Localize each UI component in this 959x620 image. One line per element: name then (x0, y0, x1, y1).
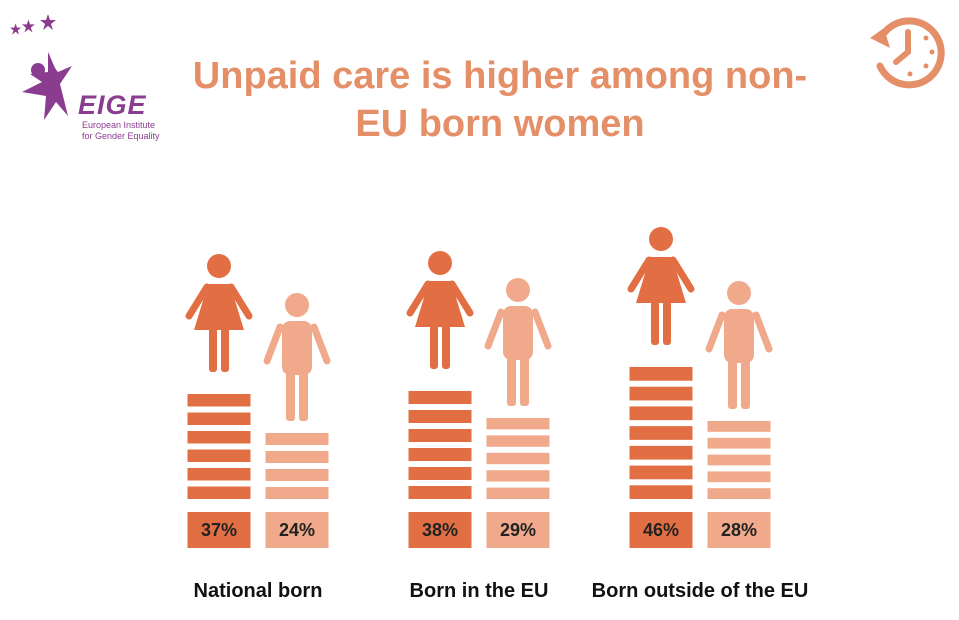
value-label: 46% (643, 520, 679, 540)
bar-stripe (408, 391, 472, 404)
man-icon (705, 281, 773, 409)
bar-stripe (187, 468, 251, 481)
bar-stripe (486, 487, 550, 499)
bar-stripe (486, 452, 550, 465)
woman-icon (627, 227, 695, 345)
bar (408, 391, 472, 499)
bar-stripe (408, 429, 472, 442)
value-label-box (629, 512, 693, 548)
value-label-box (408, 512, 472, 548)
bar-stripe (408, 467, 472, 480)
category-group: 38% 29% Born in the EU (406, 251, 552, 602)
value-label: 37% (201, 520, 237, 540)
bar-stripe (629, 426, 693, 440)
man-icon (484, 278, 552, 406)
value-label: 28% (721, 520, 757, 540)
star-icon (10, 23, 22, 35)
value-label: 29% (500, 520, 536, 540)
bar-stripe (707, 488, 771, 499)
bar-stripe (187, 449, 251, 462)
bar (187, 394, 251, 499)
category-group: 37% 24% National born (185, 254, 331, 602)
category-label: Born outside of the EU (592, 580, 809, 602)
bar-stripe (486, 435, 550, 447)
value-label-box (265, 512, 329, 548)
man-icon (263, 293, 331, 421)
logo-name: EIGE (78, 90, 147, 120)
bar-stripe (629, 465, 693, 480)
bar-stripe (629, 367, 693, 381)
bar-stripe (707, 421, 771, 432)
bar-stripe (187, 486, 251, 499)
bar (629, 367, 693, 499)
bar-stripe (187, 412, 251, 425)
logo-subtitle-line1: European Institute (82, 120, 156, 130)
woman-icon (185, 254, 253, 372)
star-icon (40, 14, 56, 30)
bar (486, 418, 550, 499)
bar-stripe (408, 448, 472, 461)
woman-icon (406, 251, 474, 369)
bar-stripe (408, 410, 472, 423)
bar-stripe (187, 431, 251, 444)
value-label: 38% (422, 520, 458, 540)
page-title: Unpaid care is higher among non-EU born … (192, 55, 808, 145)
value-label: 24% (279, 520, 315, 540)
bar-stripe (707, 454, 771, 466)
star-icon (22, 19, 35, 33)
bar-stripe (265, 451, 329, 463)
clock-icon (870, 17, 945, 89)
bar-stripe (408, 486, 472, 499)
category-label: Born in the EU (410, 580, 549, 602)
bar-stripe (707, 471, 771, 483)
bar-stripe (707, 437, 771, 449)
logo-subtitle-line2: for Gender Equality (82, 131, 160, 141)
logo-figure-icon (10, 14, 72, 120)
bar-stripe (265, 487, 329, 499)
bar-stripe (187, 394, 251, 407)
value-label-box (486, 512, 550, 548)
bar-stripe (486, 470, 550, 482)
bar-stripe (629, 386, 693, 401)
bar (265, 433, 329, 499)
bar-stripe (265, 469, 329, 481)
eige-logo: EIGE European Institute for Gender Equal… (8, 8, 160, 148)
value-label-box (707, 512, 771, 548)
value-label-box (187, 512, 251, 548)
bar-stripe (486, 418, 550, 430)
bar-stripe (629, 445, 693, 460)
bar-stripe (629, 485, 693, 499)
bar-stripe (265, 433, 329, 445)
category-label: National born (194, 580, 323, 602)
category-group: 46% 28% Born outside of the EU (592, 227, 809, 602)
bar-stripe (629, 406, 693, 421)
bar (707, 421, 771, 499)
logo-subtitle: European Institute for Gender Equality (82, 120, 172, 142)
